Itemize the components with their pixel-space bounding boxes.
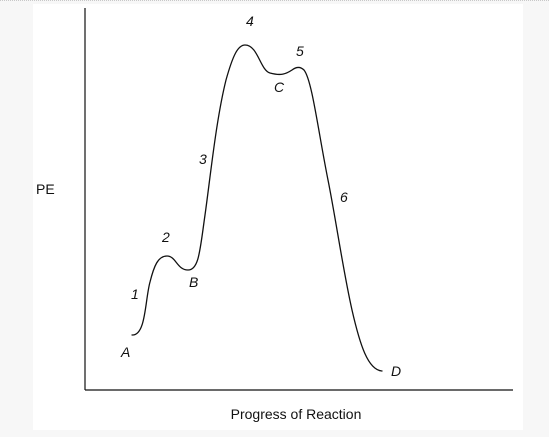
energy-curve bbox=[131, 44, 383, 372]
y-axis-label: PE bbox=[36, 181, 55, 197]
point-label-a: A bbox=[120, 344, 130, 360]
step-label-5: 5 bbox=[296, 43, 304, 59]
step-label-2: 2 bbox=[161, 229, 170, 245]
x-axis-label: Progress of Reaction bbox=[231, 406, 362, 422]
step-label-3: 3 bbox=[199, 151, 207, 167]
point-label-d: D bbox=[391, 363, 401, 379]
point-label-b: B bbox=[189, 274, 198, 290]
step-label-6: 6 bbox=[340, 189, 348, 205]
step-label-1: 1 bbox=[131, 286, 139, 302]
point-label-c: C bbox=[274, 79, 285, 95]
step-label-4: 4 bbox=[246, 13, 254, 29]
